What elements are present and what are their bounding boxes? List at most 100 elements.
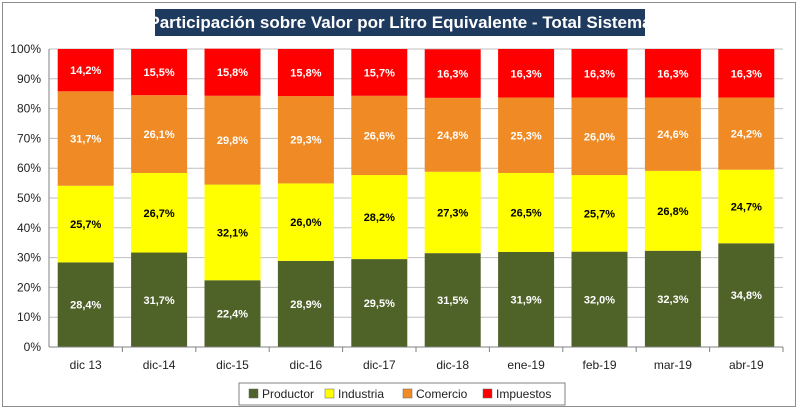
bar-segment xyxy=(424,49,481,98)
bar-segment xyxy=(498,97,555,173)
bar-segment xyxy=(204,48,261,96)
y-axis-ticks: 0% 10% 20% 30% 40% 50% 60% 70% 80% 90% 100% xyxy=(10,42,41,354)
legend-swatch xyxy=(482,388,493,399)
bar-segment xyxy=(131,49,188,96)
data-labels: 28,4% 25,7% 31,7% 14,2% 31,7% 26,7% 26,1% 15,5%… xyxy=(70,65,762,320)
bars xyxy=(57,48,775,347)
data-label: 15,8% xyxy=(217,67,248,79)
bar-segment xyxy=(571,251,628,347)
bar-segment xyxy=(644,49,701,98)
data-label: 31,5% xyxy=(437,295,468,307)
data-label: 31,9% xyxy=(510,294,541,306)
bar-segment xyxy=(277,183,334,261)
chart-title: Participación sobre Valor por Litro Equi… xyxy=(148,13,652,32)
data-label: 32,0% xyxy=(584,294,615,306)
data-label: 29,5% xyxy=(364,298,395,310)
x-tick-label: feb-19 xyxy=(582,358,616,372)
data-label: 24,8% xyxy=(437,130,468,142)
data-label: 15,5% xyxy=(143,67,174,79)
bar-segment xyxy=(571,49,628,98)
bar-segment xyxy=(718,169,775,244)
bar-segment xyxy=(131,95,188,173)
legend-swatch xyxy=(324,388,335,399)
bar-segment xyxy=(277,49,334,97)
chart-title-box xyxy=(155,9,645,36)
data-label: 15,8% xyxy=(290,68,321,80)
y-tick-label: 0% xyxy=(24,340,42,354)
data-label: 15,7% xyxy=(364,67,395,79)
legend-label: Impuestos xyxy=(496,387,551,401)
y-tick-label: 10% xyxy=(17,310,41,324)
x-axis-ticks: dic 13 dic-14 dic-15 dic-16 dic-17 dic-18 ene-… xyxy=(70,347,784,372)
data-label: 26,8% xyxy=(657,206,688,218)
legend-swatch xyxy=(402,388,413,399)
data-label: 28,4% xyxy=(70,300,101,312)
y-tick-label: 20% xyxy=(17,280,41,294)
bar-segment xyxy=(571,175,628,252)
data-label: 26,0% xyxy=(584,131,615,143)
data-label: 26,1% xyxy=(143,129,174,141)
bar-segment xyxy=(351,259,408,347)
data-label: 32,1% xyxy=(217,227,248,239)
legend-swatch xyxy=(248,388,259,399)
x-tick-label: dic-17 xyxy=(363,358,396,372)
bar-segment xyxy=(204,184,261,281)
data-label: 16,3% xyxy=(657,68,688,80)
bar-segment xyxy=(351,95,408,176)
data-label: 26,5% xyxy=(510,207,541,219)
data-label: 25,7% xyxy=(70,219,101,231)
bar-segment xyxy=(204,95,261,185)
y-tick-label: 60% xyxy=(17,161,41,175)
y-tick-label: 50% xyxy=(17,191,41,205)
bar-segment xyxy=(424,97,481,172)
legend-box xyxy=(238,382,566,406)
y-tick-label: 80% xyxy=(17,102,41,116)
data-label: 26,0% xyxy=(290,217,321,229)
stacked-bar-chart: Participación sobre Valor por Litro Equi… xyxy=(10,9,784,406)
bar-segment xyxy=(351,175,408,260)
data-label: 24,7% xyxy=(731,201,762,213)
data-label: 16,3% xyxy=(731,68,762,80)
bar-segment xyxy=(131,172,188,253)
bar-segment xyxy=(277,96,334,184)
y-tick-label: 30% xyxy=(17,251,41,265)
data-label: 27,3% xyxy=(437,207,468,219)
data-label: 16,3% xyxy=(437,69,468,81)
bar-segment xyxy=(424,253,481,347)
y-tick-label: 100% xyxy=(10,42,41,56)
y-tick-label: 90% xyxy=(17,72,41,86)
legend-label: Comercio xyxy=(416,387,468,401)
data-label: 25,7% xyxy=(584,208,615,220)
bar-segment xyxy=(277,260,334,347)
x-tick-label: mar-19 xyxy=(654,358,692,372)
x-tick-label: dic-14 xyxy=(143,358,176,372)
data-label: 26,6% xyxy=(364,130,395,142)
x-tick-label: ene-19 xyxy=(507,358,545,372)
data-label: 16,3% xyxy=(584,68,615,80)
data-label: 16,3% xyxy=(510,68,541,80)
data-label: 34,8% xyxy=(731,290,762,302)
bar-segment xyxy=(204,280,261,347)
bar-segment xyxy=(57,185,114,263)
bar-segment xyxy=(718,49,775,98)
data-label: 29,8% xyxy=(217,135,248,147)
bar-segment xyxy=(57,49,114,92)
data-label: 24,2% xyxy=(731,129,762,141)
x-tick-label: dic-16 xyxy=(290,358,323,372)
bar-segment xyxy=(571,97,628,176)
chart-title-group: Participación sobre Valor por Litro Equi… xyxy=(148,9,652,36)
data-label: 25,3% xyxy=(510,130,541,142)
bar-segment xyxy=(718,97,775,170)
data-label: 26,7% xyxy=(143,208,174,220)
bar-segment xyxy=(644,170,701,251)
bar-segment xyxy=(57,262,114,347)
x-tick-label: dic-18 xyxy=(436,358,469,372)
bar-segment xyxy=(644,97,701,171)
bar-segment xyxy=(718,243,775,347)
legend-label: Productor xyxy=(262,387,314,401)
legend: Productor Industria Comercio Impuestos xyxy=(238,382,566,406)
data-label: 14,2% xyxy=(70,65,101,77)
bar-segment xyxy=(351,49,408,96)
data-label: 31,7% xyxy=(143,295,174,307)
bar-segment xyxy=(498,251,555,347)
